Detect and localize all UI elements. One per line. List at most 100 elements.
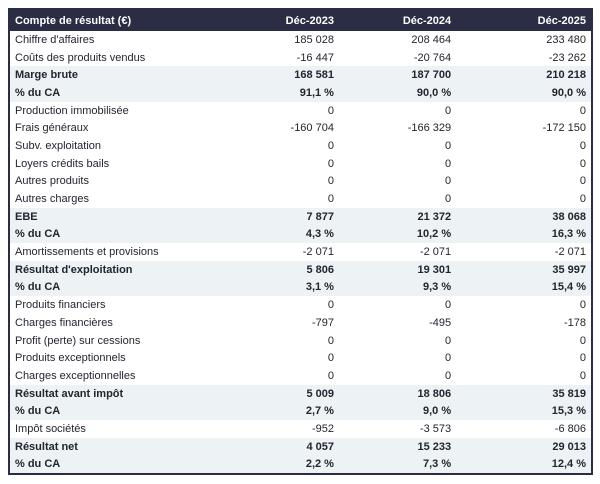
table-row: Coûts des produits vendus -16 447 -20 764-… xyxy=(9,48,592,67)
row-label: % du CA xyxy=(9,225,231,244)
row-value: -2 071 xyxy=(338,243,457,261)
row-value: -6 806 xyxy=(456,420,592,438)
row-value: 0 xyxy=(338,296,457,314)
row-value: 90,0 % xyxy=(456,84,592,102)
table-row: Résultat d'exploitation 5 806 19 301 35 997 xyxy=(9,260,592,279)
row-value: 4,3 % xyxy=(230,225,339,244)
row-value: 0 xyxy=(338,154,457,173)
row-label: Frais généraux xyxy=(9,119,231,138)
row-label: Marge brute xyxy=(9,66,231,85)
row-value: 15,3 % xyxy=(456,402,592,421)
row-value: 0 xyxy=(338,172,457,191)
row-value: 7,3 % xyxy=(338,455,457,475)
row-value: 0 xyxy=(456,367,592,385)
table-row: Impôt sociétés -952 -3 573 -6 806 xyxy=(9,420,592,438)
row-value: -166 329 xyxy=(338,119,457,138)
row-value: 0 xyxy=(456,172,592,191)
row-value: 0 xyxy=(230,154,339,173)
table-row: Produits financiers 0 0 0 xyxy=(9,296,592,314)
table-row: Profit (perte) sur cessions 0 0 0 xyxy=(9,331,592,350)
row-value: -20 764 xyxy=(338,48,457,67)
row-value: 0 xyxy=(338,101,457,120)
table-row: Frais généraux -160 704 -166 329 -172 150 xyxy=(9,119,592,138)
table-row: Autres produits 0 0 0 xyxy=(9,172,592,191)
row-label: EBE xyxy=(9,207,231,226)
row-label: Chiffre d'affaires xyxy=(9,31,231,49)
header-row: Compte de résultat (€) Déc-2023 Déc-2024… xyxy=(9,9,592,31)
row-value: 29 013 xyxy=(456,437,592,456)
row-value: 0 xyxy=(230,137,339,155)
row-label: % du CA xyxy=(9,402,231,421)
row-value: 0 xyxy=(338,367,457,385)
row-value: 0 xyxy=(230,367,339,385)
row-label: Impôt sociétés xyxy=(9,420,231,438)
row-value: 0 xyxy=(456,101,592,120)
row-value: 9,3 % xyxy=(338,278,457,297)
row-value: 10,2 % xyxy=(338,225,457,244)
row-label: Coûts des produits vendus xyxy=(9,48,231,67)
row-value: -172 150 xyxy=(456,119,592,138)
row-label: Loyers crédits bails xyxy=(9,154,231,173)
row-value: 0 xyxy=(338,190,457,208)
row-value: 15,4 % xyxy=(456,278,592,297)
row-label: Autres charges xyxy=(9,190,231,208)
table-row: Charges financières -797 -495 -178 xyxy=(9,314,592,332)
row-value: 0 xyxy=(338,137,457,155)
income-statement-table: Compte de résultat (€) Déc-2023 Déc-2024… xyxy=(8,8,593,476)
row-label: Autres produits xyxy=(9,172,231,191)
table-row: Charges exceptionnelles 0 0 0 xyxy=(9,367,592,385)
row-value: 35 819 xyxy=(456,384,592,403)
column-header-dec-2023: Déc-2023 xyxy=(230,9,339,31)
row-value: 5 806 xyxy=(230,260,339,279)
row-value: 4 057 xyxy=(230,437,339,456)
row-value: 210 218 xyxy=(456,66,592,85)
row-label: Charges exceptionnelles xyxy=(9,367,231,385)
row-value: 233 480 xyxy=(456,31,592,49)
row-label: Subv. exploitation xyxy=(9,137,231,155)
row-value: 0 xyxy=(230,296,339,314)
row-label: % du CA xyxy=(9,278,231,297)
table-row: Autres charges 0 0 0 xyxy=(9,190,592,208)
row-value: 2,7 % xyxy=(230,402,339,421)
table-row: Subv. exploitation 0 0 0 xyxy=(9,137,592,155)
table-row: % du CA 3,1 % 9,3 % 15,4 % xyxy=(9,278,592,297)
row-value: 3,1 % xyxy=(230,278,339,297)
row-label: Amortissements et provisions xyxy=(9,243,231,261)
row-label: Production immobilisée xyxy=(9,101,231,120)
row-value: 9,0 % xyxy=(338,402,457,421)
row-value: -23 262 xyxy=(456,48,592,67)
row-value: 0 xyxy=(230,172,339,191)
row-value: -160 704 xyxy=(230,119,339,138)
row-label: % du CA xyxy=(9,455,231,475)
row-value: 15 233 xyxy=(338,437,457,456)
row-value: 185 028 xyxy=(230,31,339,49)
row-label: Produits financiers xyxy=(9,296,231,314)
table-row: Produits exceptionnels 0 0 0 xyxy=(9,349,592,368)
row-value: 0 xyxy=(456,190,592,208)
row-value: 91,1 % xyxy=(230,84,339,102)
row-value: 19 301 xyxy=(338,260,457,279)
row-value: -2 071 xyxy=(230,243,339,261)
table-title: Compte de résultat (€) xyxy=(9,9,231,31)
row-value: -3 573 xyxy=(338,420,457,438)
row-value: 18 806 xyxy=(338,384,457,403)
row-value: 0 xyxy=(456,331,592,350)
row-value: 0 xyxy=(230,349,339,368)
table-row: % du CA 91,1 % 90,0 % 90,0 % xyxy=(9,84,592,102)
row-label: % du CA xyxy=(9,84,231,102)
row-label: Produits exceptionnels xyxy=(9,349,231,368)
table-row: Marge brute 168 581 187 700 210 218 xyxy=(9,66,592,85)
row-label: Résultat d'exploitation xyxy=(9,260,231,279)
row-label: Charges financières xyxy=(9,314,231,332)
table-row: Loyers crédits bails 0 0 0 xyxy=(9,154,592,173)
column-header-dec-2024: Déc-2024 xyxy=(338,9,457,31)
row-value: -16 447 xyxy=(230,48,339,67)
table-row: Chiffre d'affaires 185 028 208 464 233 480 xyxy=(9,31,592,49)
row-value: -952 xyxy=(230,420,339,438)
row-value: 0 xyxy=(456,137,592,155)
row-label: Profit (perte) sur cessions xyxy=(9,331,231,350)
row-value: 35 997 xyxy=(456,260,592,279)
table-row: % du CA 4,3 % 10,2 % 16,3 % xyxy=(9,225,592,244)
row-value: 7 877 xyxy=(230,207,339,226)
